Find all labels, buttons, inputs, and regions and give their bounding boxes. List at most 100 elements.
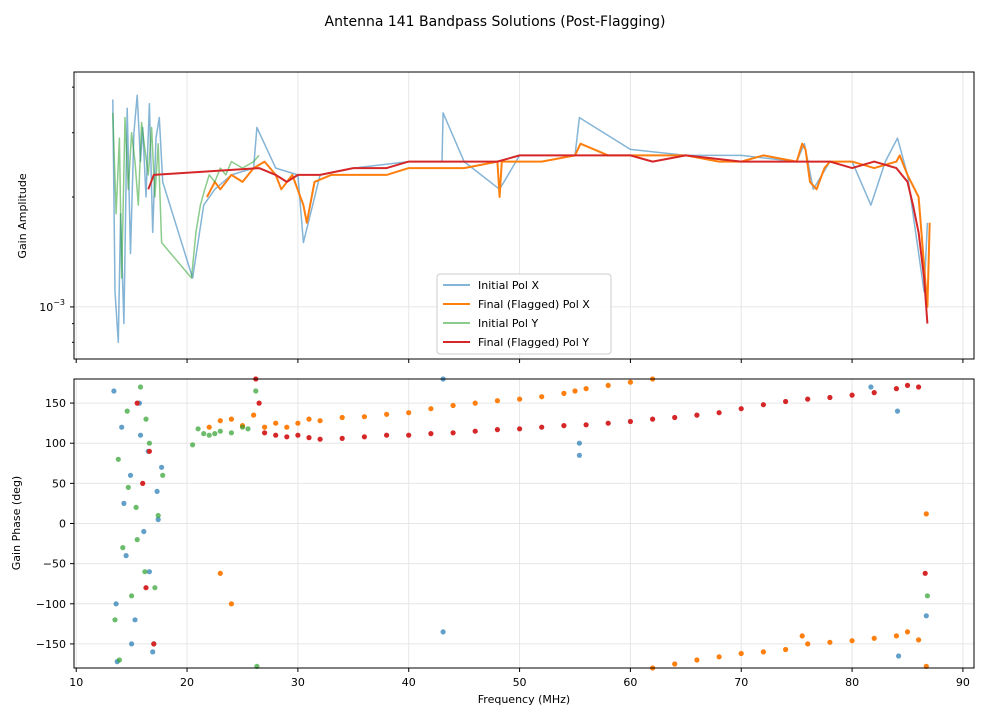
phase-point — [295, 420, 301, 426]
phase-point — [253, 388, 259, 394]
phase-point — [284, 434, 290, 440]
phase-point — [217, 428, 223, 434]
phase-point — [143, 416, 149, 422]
phase-point — [561, 390, 567, 396]
phase-point — [141, 528, 147, 535]
phase-point — [129, 593, 135, 599]
legend-frame — [436, 273, 612, 355]
phase-y-tick-label: 150 — [45, 397, 66, 410]
phase-point — [716, 410, 722, 416]
phase-point — [922, 570, 928, 576]
phase-point — [406, 432, 412, 438]
phase-point — [133, 504, 139, 510]
phase-point — [494, 427, 500, 433]
amplitude-axes-frame — [73, 71, 975, 360]
phase-point — [694, 412, 700, 418]
phase-point — [904, 382, 911, 388]
phase-series — [111, 376, 931, 671]
phase-point — [672, 661, 678, 667]
phase-point — [924, 593, 931, 599]
phase-point — [239, 424, 246, 430]
phase-point — [406, 410, 412, 416]
legend: Initial Pol X Final (Flagged) Pol X Init… — [436, 273, 612, 355]
phase-point — [450, 430, 456, 436]
phase-point — [849, 392, 855, 398]
phase-point — [494, 398, 500, 404]
phase-point — [428, 431, 434, 437]
amplitude-series — [112, 94, 931, 344]
phase-point — [150, 649, 156, 655]
phase-point — [115, 456, 121, 462]
phase-point — [361, 434, 367, 440]
phase-y-tick-label: 100 — [45, 437, 66, 450]
phase-point — [228, 416, 234, 422]
x-tick-label: 60 — [623, 676, 637, 689]
phase-point — [201, 431, 207, 437]
phase-point — [306, 416, 312, 422]
phase-point — [783, 398, 789, 405]
phase-point — [119, 424, 125, 430]
phase-point — [206, 432, 212, 438]
phase-point — [716, 654, 722, 660]
phase-point — [137, 384, 144, 390]
x-tick-label: 30 — [291, 676, 305, 689]
amplitude-panel: 10−3 Gain Amplitude — [16, 71, 975, 363]
phase-ylabel: Gain Phase (deg) — [10, 476, 23, 570]
phase-point — [228, 601, 234, 607]
phase-panel: 10 20 30 40 50 60 70 80 90 −150 −100 −50 0 50 100 150 G… — [10, 376, 975, 689]
x-tick-label: 50 — [513, 676, 527, 689]
phase-point — [440, 629, 446, 635]
phase-point — [125, 484, 131, 490]
phase-points-initial-pol-y — [112, 384, 931, 670]
phase-point — [206, 424, 212, 430]
phase-point — [212, 431, 218, 437]
phase-point — [805, 396, 811, 402]
phase-point — [893, 386, 900, 392]
phase-point — [146, 569, 152, 575]
phase-point — [605, 420, 611, 426]
legend-label-initial-y: Initial Pol Y — [478, 317, 538, 330]
phase-point — [517, 426, 523, 432]
phase-point — [151, 641, 157, 647]
phase-point — [827, 639, 833, 645]
phase-point — [916, 384, 922, 390]
phase-point — [132, 617, 138, 623]
phase-point — [868, 384, 874, 390]
x-tick-label: 20 — [180, 676, 194, 689]
phase-point — [904, 629, 911, 635]
phase-point — [472, 400, 478, 406]
phase-point — [155, 516, 161, 523]
phase-point — [217, 418, 223, 424]
phase-point — [124, 408, 130, 414]
phase-point — [472, 428, 478, 434]
amplitude-line-initial-pol-x — [112, 94, 929, 344]
amplitude-ticks: 10−3 — [39, 86, 964, 363]
phase-points-final-flagged-pol-y — [134, 376, 928, 647]
phase-point — [142, 569, 148, 575]
phase-point — [517, 396, 523, 402]
phase-point — [262, 424, 268, 430]
amplitude-line-final-flagged-pol-y — [147, 154, 929, 324]
phase-point — [738, 406, 744, 412]
phase-point — [694, 657, 700, 663]
phase-point — [827, 394, 833, 401]
x-tick-label: 90 — [956, 676, 970, 689]
phase-point — [805, 641, 811, 647]
phase-point — [228, 430, 234, 436]
phase-points-final-flagged-pol-x — [206, 376, 929, 671]
phase-point — [317, 436, 323, 442]
phase-point — [112, 617, 118, 623]
phase-point — [217, 570, 223, 576]
phase-point — [923, 613, 929, 619]
phase-point — [894, 408, 901, 414]
x-axis-label: Frequency (MHz) — [478, 693, 570, 706]
phase-point — [849, 638, 855, 644]
phase-point — [384, 411, 390, 417]
phase-point — [137, 432, 144, 438]
x-tick-label: 10 — [69, 676, 83, 689]
phase-point — [262, 430, 268, 436]
phase-point — [129, 641, 135, 647]
phase-ticks: 10 20 30 40 50 60 70 80 90 −150 −100 −50 0 50 100 150 — [36, 397, 970, 689]
phase-point — [783, 646, 789, 653]
